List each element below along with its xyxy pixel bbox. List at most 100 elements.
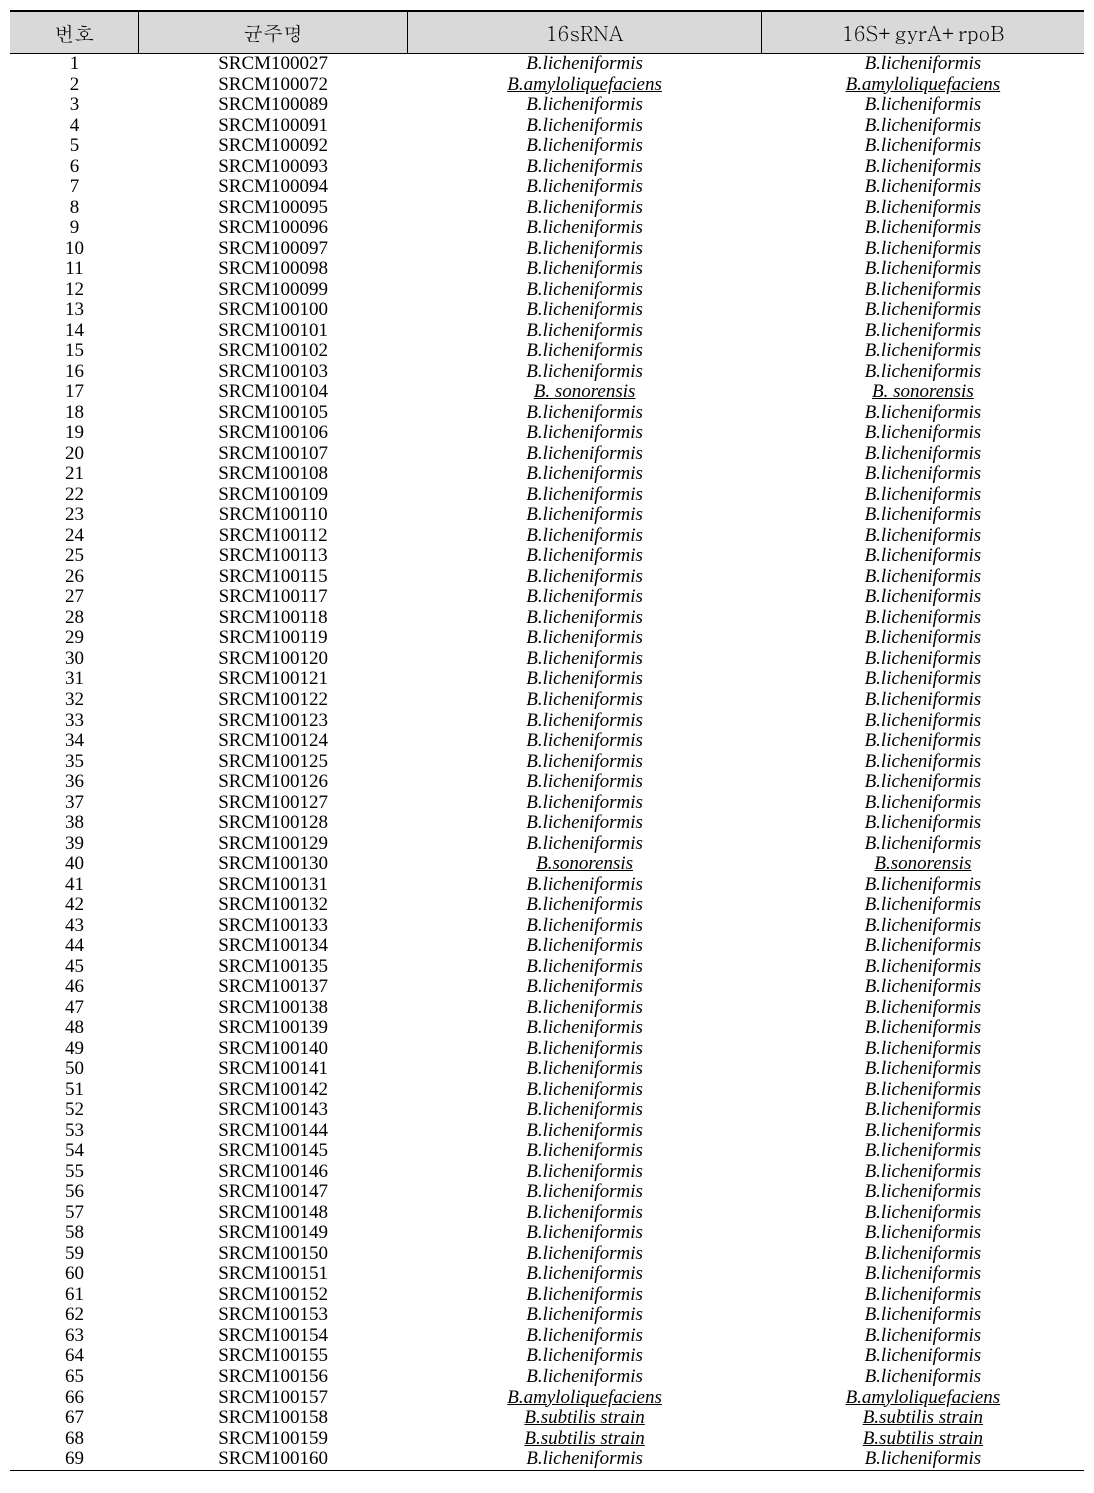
cell-strain: SRCM100109 (139, 485, 408, 506)
cell-16s-gyra-rpob: B.licheniformis (762, 998, 1084, 1019)
cell-16s-gyra-rpob: B.licheniformis (762, 690, 1084, 711)
cell-num: 60 (10, 1264, 139, 1285)
cell-strain: SRCM100154 (139, 1326, 408, 1347)
cell-16srna: B. sonorensis (407, 382, 761, 403)
cell-num: 47 (10, 998, 139, 1019)
cell-strain: SRCM100146 (139, 1162, 408, 1183)
table-row: 67SRCM100158B.subtilis strainB.subtilis … (10, 1408, 1084, 1429)
cell-16srna: B.licheniformis (407, 280, 761, 301)
cell-num: 67 (10, 1408, 139, 1429)
cell-16s-gyra-rpob: B.licheniformis (762, 772, 1084, 793)
cell-num: 32 (10, 690, 139, 711)
table-row: 46SRCM100137B.licheniformisB.licheniform… (10, 977, 1084, 998)
cell-strain: SRCM100097 (139, 239, 408, 260)
cell-16s-gyra-rpob: B.licheniformis (762, 957, 1084, 978)
cell-num: 17 (10, 382, 139, 403)
table-row: 64SRCM100155B.licheniformisB.licheniform… (10, 1346, 1084, 1367)
cell-16srna: B.licheniformis (407, 423, 761, 444)
cell-16srna: B.licheniformis (407, 1141, 761, 1162)
table-header-row: 번호 균주명 16sRNA 16S+gyrA+rpoB (10, 11, 1084, 54)
table-row: 17SRCM100104B. sonorensisB. sonorensis (10, 382, 1084, 403)
cell-strain: SRCM100124 (139, 731, 408, 752)
cell-strain: SRCM100099 (139, 280, 408, 301)
cell-16s-gyra-rpob: B.licheniformis (762, 280, 1084, 301)
table-row: 9SRCM100096B.licheniformisB.licheniformi… (10, 218, 1084, 239)
cell-16srna: B.licheniformis (407, 813, 761, 834)
cell-num: 2 (10, 75, 139, 96)
table-row: 65SRCM100156B.licheniformisB.licheniform… (10, 1367, 1084, 1388)
table-row: 12SRCM100099B.licheniformisB.licheniform… (10, 280, 1084, 301)
cell-strain: SRCM100156 (139, 1367, 408, 1388)
cell-num: 35 (10, 752, 139, 773)
cell-strain: SRCM100092 (139, 136, 408, 157)
cell-16s-gyra-rpob: B.licheniformis (762, 321, 1084, 342)
table-row: 2SRCM100072B.amyloliquefaciensB.amyloliq… (10, 75, 1084, 96)
cell-strain: SRCM100108 (139, 464, 408, 485)
cell-16s-gyra-rpob: B. sonorensis (762, 382, 1084, 403)
cell-num: 12 (10, 280, 139, 301)
table-row: 20SRCM100107B.licheniformisB.licheniform… (10, 444, 1084, 465)
cell-strain: SRCM100120 (139, 649, 408, 670)
cell-strain: SRCM100160 (139, 1449, 408, 1470)
cell-16srna: B.licheniformis (407, 1223, 761, 1244)
table-row: 43SRCM100133B.licheniformisB.licheniform… (10, 916, 1084, 937)
cell-strain: SRCM100115 (139, 567, 408, 588)
cell-num: 16 (10, 362, 139, 383)
cell-num: 64 (10, 1346, 139, 1367)
cell-16srna: B.licheniformis (407, 505, 761, 526)
cell-16s-gyra-rpob: B.licheniformis (762, 1121, 1084, 1142)
cell-16srna: B.licheniformis (407, 608, 761, 629)
cell-16s-gyra-rpob: B.licheniformis (762, 198, 1084, 219)
cell-strain: SRCM100131 (139, 875, 408, 896)
cell-16s-gyra-rpob: B.licheniformis (762, 259, 1084, 280)
cell-16s-gyra-rpob: B.licheniformis (762, 300, 1084, 321)
cell-num: 59 (10, 1244, 139, 1265)
cell-16srna: B.licheniformis (407, 752, 761, 773)
cell-strain: SRCM100158 (139, 1408, 408, 1429)
cell-16s-gyra-rpob: B.licheniformis (762, 1285, 1084, 1306)
cell-num: 50 (10, 1059, 139, 1080)
cell-16s-gyra-rpob: B.licheniformis (762, 875, 1084, 896)
table-row: 11SRCM100098B.licheniformisB.licheniform… (10, 259, 1084, 280)
cell-strain: SRCM100103 (139, 362, 408, 383)
table-row: 31SRCM100121B.licheniformisB.licheniform… (10, 669, 1084, 690)
table-row: 63SRCM100154B.licheniformisB.licheniform… (10, 1326, 1084, 1347)
cell-16s-gyra-rpob: B.licheniformis (762, 608, 1084, 629)
table-row: 57SRCM100148B.licheniformisB.licheniform… (10, 1203, 1084, 1224)
cell-strain: SRCM100107 (139, 444, 408, 465)
cell-16srna: B.licheniformis (407, 1203, 761, 1224)
table-row: 58SRCM100149B.licheniformisB.licheniform… (10, 1223, 1084, 1244)
cell-strain: SRCM100130 (139, 854, 408, 875)
cell-16s-gyra-rpob: B.licheniformis (762, 587, 1084, 608)
table-row: 38SRCM100128B.licheniformisB.licheniform… (10, 813, 1084, 834)
cell-num: 27 (10, 587, 139, 608)
cell-16srna: B.licheniformis (407, 1264, 761, 1285)
cell-num: 53 (10, 1121, 139, 1142)
table-row: 5SRCM100092B.licheniformisB.licheniformi… (10, 136, 1084, 157)
cell-strain: SRCM100157 (139, 1388, 408, 1409)
cell-16s-gyra-rpob: B.licheniformis (762, 423, 1084, 444)
cell-strain: SRCM100121 (139, 669, 408, 690)
cell-num: 40 (10, 854, 139, 875)
cell-16s-gyra-rpob: B.licheniformis (762, 341, 1084, 362)
cell-16s-gyra-rpob: B.licheniformis (762, 362, 1084, 383)
cell-16srna: B.licheniformis (407, 177, 761, 198)
cell-strain: SRCM100098 (139, 259, 408, 280)
cell-strain: SRCM100140 (139, 1039, 408, 1060)
cell-strain: SRCM100102 (139, 341, 408, 362)
cell-strain: SRCM100113 (139, 546, 408, 567)
cell-num: 55 (10, 1162, 139, 1183)
table-row: 53SRCM100144B.licheniformisB.licheniform… (10, 1121, 1084, 1142)
table-row: 62SRCM100153B.licheniformisB.licheniform… (10, 1305, 1084, 1326)
table-row: 37SRCM100127B.licheniformisB.licheniform… (10, 793, 1084, 814)
cell-num: 54 (10, 1141, 139, 1162)
cell-strain: SRCM100027 (139, 54, 408, 75)
table-row: 35SRCM100125B.licheniformisB.licheniform… (10, 752, 1084, 773)
cell-16srna: B.licheniformis (407, 95, 761, 116)
cell-16s-gyra-rpob: B.licheniformis (762, 936, 1084, 957)
cell-num: 51 (10, 1080, 139, 1101)
cell-16s-gyra-rpob: B.licheniformis (762, 813, 1084, 834)
cell-strain: SRCM100153 (139, 1305, 408, 1326)
cell-num: 29 (10, 628, 139, 649)
cell-strain: SRCM100155 (139, 1346, 408, 1367)
